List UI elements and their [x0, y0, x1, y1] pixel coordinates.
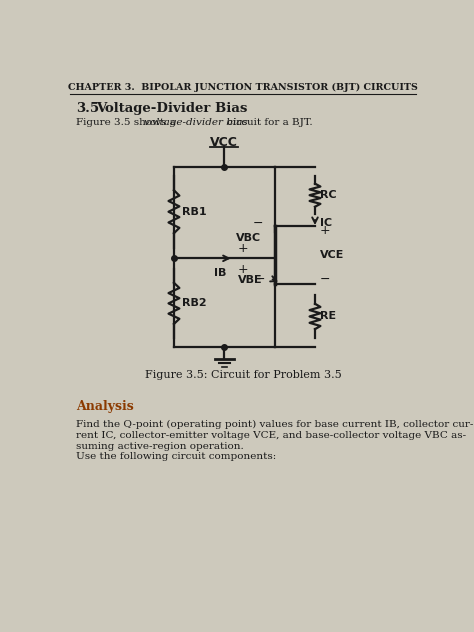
- Text: IB: IB: [214, 269, 227, 278]
- Text: Figure 3.5 shows a: Figure 3.5 shows a: [76, 118, 179, 126]
- Text: circuit for a BJT.: circuit for a BJT.: [224, 118, 313, 126]
- Text: suming active-region operation.: suming active-region operation.: [76, 442, 244, 451]
- Text: RB1: RB1: [182, 207, 207, 217]
- Text: Figure 3.5: Circuit for Problem 3.5: Figure 3.5: Circuit for Problem 3.5: [145, 370, 341, 380]
- Text: Analysis: Analysis: [76, 401, 134, 413]
- Text: 3.5: 3.5: [76, 102, 100, 114]
- Text: −: −: [255, 274, 265, 286]
- Text: Find the Q-point (operating point) values for base current IB, collector cur-: Find the Q-point (operating point) value…: [76, 420, 474, 429]
- Text: rent IC, collector-emitter voltage VCE, and base-collector voltage VBC as-: rent IC, collector-emitter voltage VCE, …: [76, 431, 466, 440]
- Text: VCC: VCC: [210, 137, 238, 149]
- Text: CHAPTER 3.  BIPOLAR JUNCTION TRANSISTOR (BJT) CIRCUITS: CHAPTER 3. BIPOLAR JUNCTION TRANSISTOR (…: [68, 83, 418, 92]
- Text: voltage-divider bias: voltage-divider bias: [145, 118, 248, 126]
- Text: RC: RC: [319, 190, 336, 200]
- Text: Use the following circuit components:: Use the following circuit components:: [76, 453, 276, 461]
- Text: +: +: [237, 242, 248, 255]
- Text: Voltage-Divider Bias: Voltage-Divider Bias: [96, 102, 248, 114]
- Text: VCE: VCE: [319, 250, 344, 260]
- Text: RB2: RB2: [182, 298, 207, 308]
- Text: IC: IC: [319, 218, 332, 228]
- Text: −: −: [253, 217, 264, 230]
- Text: +: +: [319, 224, 330, 237]
- Text: RE: RE: [319, 312, 336, 322]
- Text: −: −: [319, 272, 330, 286]
- Text: VBE: VBE: [237, 275, 262, 285]
- Text: VBC: VBC: [236, 233, 261, 243]
- Text: +: +: [237, 263, 248, 276]
